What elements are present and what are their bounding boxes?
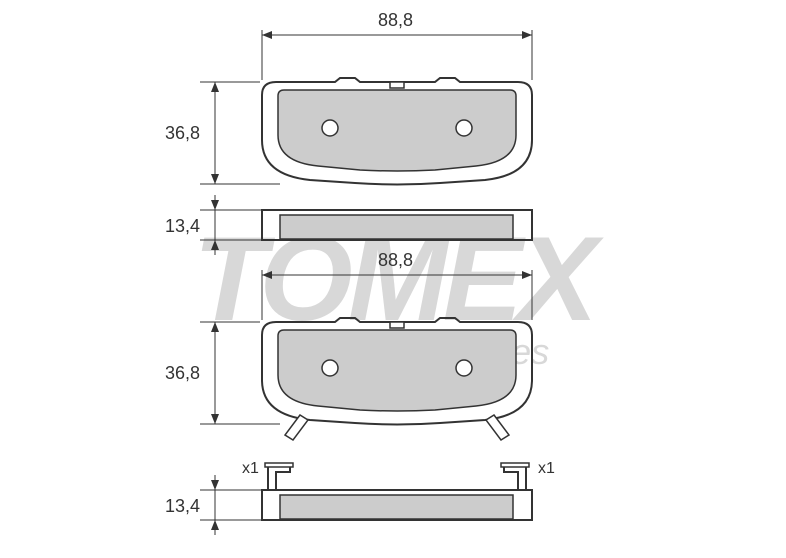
qty-clip-left: x1: [242, 460, 259, 478]
dim-thickness-top: 13,4: [165, 216, 200, 237]
dim-height-bottom: 36,8: [165, 363, 200, 384]
dim-thickness-bottom: 13,4: [165, 496, 200, 517]
qty-clip-right: x1: [538, 460, 555, 478]
dim-height-top: 36,8: [165, 123, 200, 144]
dim-width-bottom: 88,8: [378, 250, 413, 271]
dim-width-top: 88,8: [378, 10, 413, 31]
pad-top-front: [0, 0, 786, 558]
